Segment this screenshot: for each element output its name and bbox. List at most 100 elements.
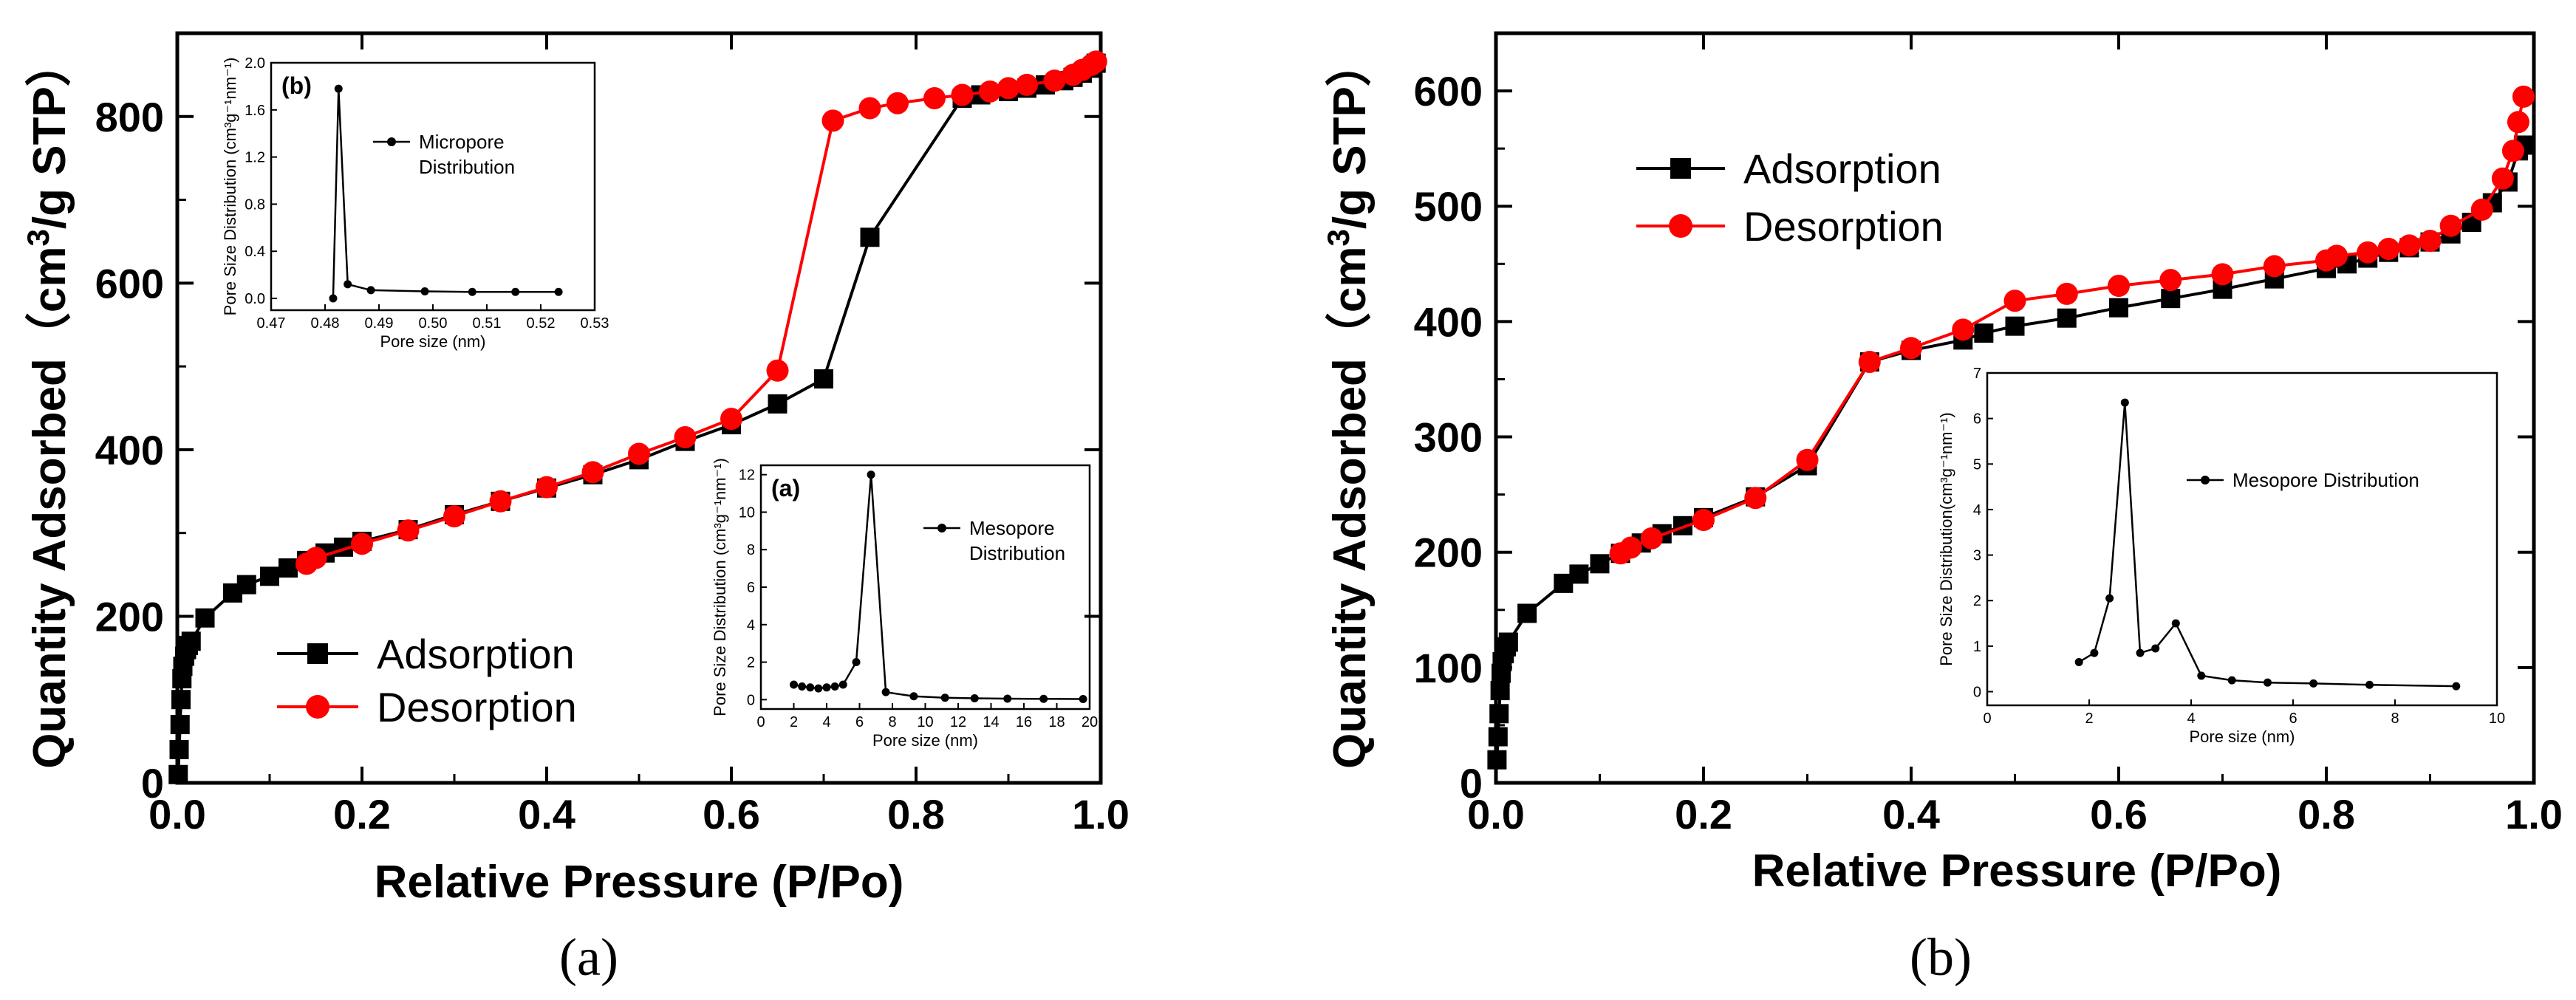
adsorption-point xyxy=(170,715,190,735)
desorption-point xyxy=(2211,263,2234,286)
inset-point xyxy=(2171,619,2180,628)
adsorption-point xyxy=(2161,289,2181,309)
inset-line xyxy=(332,89,559,299)
adsorption-line xyxy=(177,62,1098,775)
x-tick-label: 0.2 xyxy=(1675,791,1732,838)
adsorption-point xyxy=(768,394,788,414)
plot-frame xyxy=(1494,31,2536,785)
adsorption-point xyxy=(2109,298,2128,318)
inset-point xyxy=(881,688,890,696)
desorption-point xyxy=(489,490,512,513)
inset-x-tick-label: 8 xyxy=(888,714,896,730)
legend-label-adsorption: Adsorption xyxy=(377,631,575,677)
inset-x-tick-label: 6 xyxy=(855,714,864,730)
inset-point xyxy=(2090,648,2099,657)
inset-y-tick-label: 4 xyxy=(1973,502,1981,518)
x-axis-title: Relative Pressure (P/Po) xyxy=(375,857,904,908)
inset-point xyxy=(2120,398,2129,407)
desorption-point xyxy=(1016,73,1038,96)
adsorption-point xyxy=(1489,704,1509,724)
series-desorption xyxy=(1609,85,2535,565)
inset-y-tick-label: 8 xyxy=(747,542,755,558)
x-tick-label: 0.0 xyxy=(148,791,206,838)
desorption-point xyxy=(886,92,909,114)
inset-chart: 0 2 4 6 8 10 0 1 2 3 4 5 6 7 Pore size (nm) Pore Size D… xyxy=(1937,366,2505,746)
desorption-point xyxy=(2357,241,2379,264)
y-tick-label: 200 xyxy=(95,593,164,640)
adsorption-point xyxy=(2005,316,2025,336)
inset-x-tick-label: 2 xyxy=(2085,710,2093,727)
inset-y-axis-title: Pore Size Distribution(cm³g⁻¹nm⁻¹) xyxy=(1937,412,1955,666)
inset-legend-label: Micropore xyxy=(419,131,505,153)
inset-x-tick-label: 0.47 xyxy=(257,315,286,332)
inset-x-tick-label: 8 xyxy=(2391,710,2399,727)
y-axis-title: Quantity Adsorbed（cm3/g STP） xyxy=(21,41,75,769)
y-axis-title: Quantity Adsorbed（cm3/g STP） xyxy=(1321,41,1376,769)
inset-x-tick-label: 0.51 xyxy=(473,315,502,332)
adsorption-point xyxy=(814,369,833,389)
legend-square-marker xyxy=(1670,158,1691,179)
y-tick-label: 800 xyxy=(95,94,164,140)
inset-y-tick-label: 0.4 xyxy=(245,244,265,260)
x-tick-label: 0.6 xyxy=(2090,791,2148,838)
desorption-point xyxy=(766,359,789,382)
desorption-point xyxy=(997,77,1019,100)
y-tick-label: 600 xyxy=(95,260,164,306)
inset-point xyxy=(2105,594,2114,603)
inset-y-tick-label: 0.0 xyxy=(245,291,265,307)
adsorption-point xyxy=(171,690,191,710)
desorption-point xyxy=(674,425,697,448)
inset-x-tick-label: 18 xyxy=(1048,714,1065,730)
inset-point xyxy=(2136,648,2145,657)
inset-y-tick-label: 1 xyxy=(1973,639,1981,655)
inset-point xyxy=(867,470,875,479)
inset-point xyxy=(2309,679,2318,688)
inset-x-tick-label: 4 xyxy=(2187,710,2195,727)
adsorption-point xyxy=(1974,323,1994,343)
inset-tag: (a) xyxy=(771,475,800,501)
inset-point xyxy=(838,680,847,689)
legend-circle-marker xyxy=(306,695,329,719)
inset-y-tick-label: 5 xyxy=(1973,456,1981,473)
x-tick-label: 0.8 xyxy=(887,791,945,838)
inset-frame xyxy=(270,61,596,312)
legend-label-desorption: Desorption xyxy=(377,684,577,730)
inset-x-tick-label: 2 xyxy=(790,714,798,730)
adsorption-point xyxy=(236,575,256,595)
x-tick-label: 0.4 xyxy=(1882,791,1940,838)
inset-x-tick-label: 0.53 xyxy=(581,315,609,332)
desorption-point xyxy=(1796,448,1819,471)
desorption-point xyxy=(979,80,1001,103)
desorption-point xyxy=(2512,85,2535,108)
inset-point xyxy=(554,287,563,296)
inset-point xyxy=(511,287,520,296)
legend-circle-marker xyxy=(1669,214,1692,238)
inset-y-tick-label: 6 xyxy=(747,580,755,596)
desorption-point xyxy=(720,408,742,431)
y-tick-label: 400 xyxy=(95,427,164,473)
inset-x-tick-label: 0.48 xyxy=(311,315,340,332)
desorption-point xyxy=(581,461,604,484)
inset-point xyxy=(1039,694,1048,703)
inset-legend-label: Mesopore xyxy=(969,517,1055,539)
inset-chart: 0.47 0.48 0.49 0.50 0.51 0.52 0.53 0.0 0.4 0.8 1.2… xyxy=(221,55,609,351)
inset-point xyxy=(970,694,979,703)
adsorption-point xyxy=(1487,750,1507,770)
desorption-point xyxy=(1858,351,1881,374)
inset-tag: (b) xyxy=(281,72,312,99)
inset-point xyxy=(830,682,839,691)
y-tick-label: 200 xyxy=(1414,530,1483,576)
y-tick-label: 500 xyxy=(1414,183,1483,230)
inset-frame xyxy=(1986,371,2498,707)
adsorption-point xyxy=(260,566,279,586)
inset-legend-marker xyxy=(937,524,946,532)
inset-x-tick-label: 0 xyxy=(1983,710,1991,727)
inset-point xyxy=(909,692,918,701)
inset-y-tick-label: 7 xyxy=(1973,366,1981,382)
y-tick-label: 400 xyxy=(1414,298,1483,345)
inset-point xyxy=(798,682,807,691)
desorption-point xyxy=(2491,167,2514,190)
inset-point xyxy=(468,287,476,296)
desorption-point xyxy=(536,476,558,499)
